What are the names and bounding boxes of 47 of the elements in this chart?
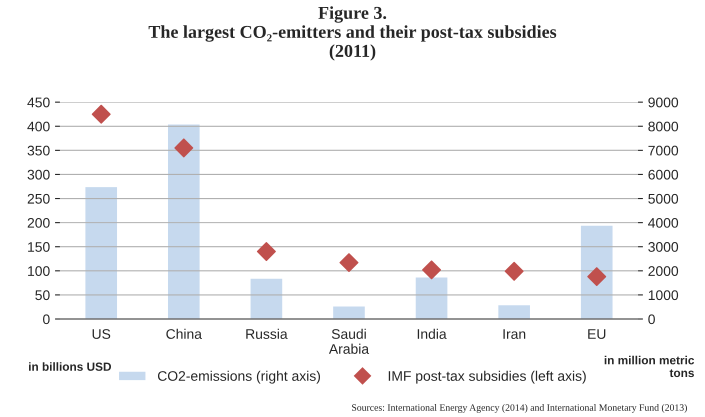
y-tick-label: 350 <box>28 146 50 156</box>
bar <box>414 276 449 320</box>
y-tick-label: 50 <box>35 290 50 300</box>
point <box>504 262 524 281</box>
y-tick-label: 250 <box>28 194 50 204</box>
y2-tick-label: 8000 <box>648 122 678 132</box>
point <box>422 260 442 280</box>
y2-tick-label: 9000 <box>648 98 678 108</box>
x-tick-label: US <box>92 329 110 339</box>
bar <box>166 123 202 320</box>
x-tick-label: Saudi Arabia <box>328 328 370 354</box>
point <box>174 138 194 158</box>
y-tick-label: 100 <box>28 266 50 276</box>
point <box>92 104 111 124</box>
y2-tick-label: 3000 <box>648 242 678 252</box>
y-tick-label: 200 <box>28 218 50 228</box>
y2-tick-label: 0 <box>648 314 655 324</box>
y2-tick-label: 6000 <box>648 170 678 180</box>
y-tick-label: 450 <box>27 98 50 108</box>
chart-title: Figure 3. The largest CO₂-emitters and their post-tax subsidies (2011) <box>148 6 556 61</box>
bar <box>332 305 366 320</box>
point <box>339 253 358 272</box>
text: in million metric tons <box>604 356 694 378</box>
text: in billions USD <box>29 362 111 371</box>
bar <box>580 224 614 320</box>
bar <box>496 304 532 320</box>
y2-tick-label: 2000 <box>648 266 678 276</box>
bar <box>84 186 118 320</box>
y2-tick-label: 4000 <box>648 218 678 228</box>
legend-label: CO2-emissions (right axis) <box>158 370 320 384</box>
source-note: Sources: International Energy Agency (2014) and International Monetary Fund (2013) <box>352 404 687 413</box>
y-tick-label: 400 <box>27 122 50 132</box>
x-tick-label: EU <box>588 329 606 339</box>
y2-tick-label: 1000 <box>648 290 678 300</box>
x-tick-label: Russia <box>246 328 288 339</box>
y-tick-label: 300 <box>28 170 50 180</box>
y2-tick-label: 5000 <box>648 194 678 204</box>
x-tick-label: India <box>418 328 447 339</box>
point <box>587 267 606 286</box>
x-tick-label: Iran <box>503 329 526 339</box>
y2-tick-label: 7000 <box>648 146 678 156</box>
bar <box>249 277 284 320</box>
legend-label: IMF post-tax subsidies (left axis) <box>388 370 586 384</box>
point <box>256 242 276 262</box>
y-tick-label: 150 <box>28 242 50 252</box>
x-tick-label: China <box>166 328 202 339</box>
y-tick-label: 0 <box>43 314 50 324</box>
